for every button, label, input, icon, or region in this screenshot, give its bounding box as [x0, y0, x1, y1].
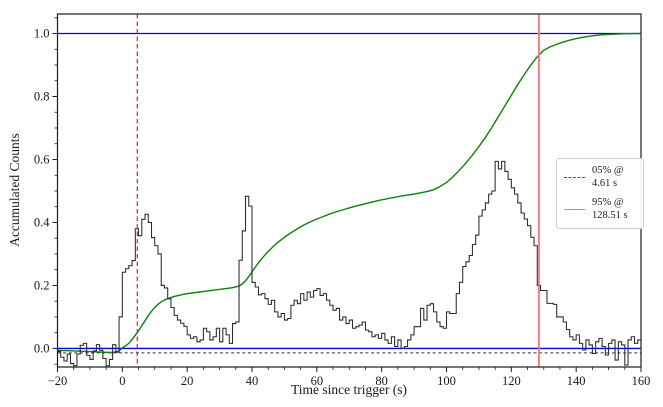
legend-entry-95: 95% @ 128.51 s — [564, 196, 636, 222]
y-axis-label: Accumulated Counts — [7, 133, 22, 247]
x-tick-label: −20 — [48, 374, 68, 388]
legend-label-05-line1: 05% @ — [592, 165, 624, 176]
x-tick-label: 100 — [437, 374, 456, 388]
legend: 05% @ 4.61 s 95% @ 128.51 s — [556, 158, 644, 229]
y-tick-label: 0.6 — [34, 153, 50, 167]
x-tick-label: 80 — [375, 374, 388, 388]
y-tick-label: 0.0 — [34, 342, 50, 356]
legend-label-95-line1: 95% @ — [592, 197, 624, 209]
x-tick-label: 40 — [246, 374, 259, 388]
legend-entry-05: 05% @ 4.61 s — [564, 164, 636, 190]
y-tick-label: 0.4 — [34, 216, 50, 230]
x-tick-label: 20 — [181, 374, 194, 388]
lightcurve-histogram — [57, 160, 641, 367]
x-tick-label: 140 — [567, 374, 586, 388]
x-tick-label: 120 — [502, 374, 521, 388]
x-tick-label: 0 — [119, 374, 125, 388]
legend-label-95-line2: 128.51 s — [592, 210, 628, 222]
y-tick-label: 0.8 — [34, 90, 50, 104]
x-tick-label: 60 — [311, 374, 324, 388]
legend-solid-line-icon — [564, 208, 585, 210]
legend-dashed-line-icon — [564, 176, 585, 178]
plot-frame — [56, 13, 642, 368]
x-axis-label: Time since trigger (s) — [290, 382, 408, 397]
legend-label-05-line2: 4.61 s — [592, 178, 618, 190]
y-tick-label: 1.0 — [34, 27, 50, 41]
y-tick-label: 0.2 — [34, 279, 50, 293]
x-tick-label: 160 — [632, 374, 651, 388]
